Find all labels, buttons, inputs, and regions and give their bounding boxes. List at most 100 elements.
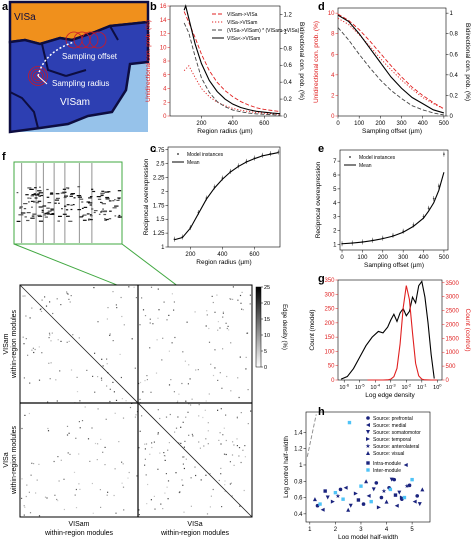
matrix-cell bbox=[186, 321, 188, 323]
marker-circle bbox=[366, 416, 370, 420]
matrix-cell bbox=[78, 483, 80, 485]
matrix-cell bbox=[220, 467, 222, 469]
matrix-cell bbox=[119, 353, 121, 355]
matrix-cell bbox=[225, 322, 227, 324]
matrix-cell bbox=[106, 363, 108, 365]
matrix-cell bbox=[217, 321, 219, 323]
matrix-cell bbox=[66, 292, 68, 294]
matrix-cell bbox=[157, 409, 159, 411]
matrix-cell bbox=[105, 418, 107, 420]
x-tick-label: 200 bbox=[196, 121, 207, 127]
y-right-tick-label: 2000 bbox=[446, 322, 460, 328]
matrix-cell bbox=[225, 453, 227, 456]
y-axis-label: Unidirectional con. prob. (%) bbox=[145, 20, 152, 102]
matrix-cell bbox=[53, 460, 55, 463]
series-line-2 bbox=[337, 27, 444, 116]
matrix-cell bbox=[233, 444, 235, 446]
inset-cell bbox=[65, 209, 69, 211]
marker-square bbox=[356, 498, 361, 502]
marker-triangle-up bbox=[366, 451, 370, 455]
matrix-cell bbox=[121, 398, 123, 400]
inset-cell bbox=[82, 214, 87, 216]
matrix-cell bbox=[195, 369, 197, 371]
marker-square bbox=[402, 495, 407, 500]
inset-cell bbox=[81, 201, 84, 203]
matrix-cell bbox=[205, 438, 207, 440]
matrix-cell bbox=[144, 458, 146, 460]
col-label-right-2: within-region modules bbox=[160, 530, 230, 537]
matrix-cell bbox=[219, 372, 221, 374]
matrix-cell bbox=[209, 506, 211, 508]
inset-cell bbox=[37, 200, 42, 202]
matrix-cell bbox=[66, 434, 69, 436]
matrix-cell bbox=[182, 421, 184, 423]
inset-cell bbox=[105, 218, 109, 221]
chart-h: 1 2 3 4 5 0.4 0.6 0.8 1 1.2 1.4 Log model half-widt… bbox=[283, 411, 431, 539]
y-tick-label: 1 bbox=[161, 245, 165, 251]
matrix-cell bbox=[142, 309, 145, 311]
inset-cell bbox=[27, 197, 30, 199]
matrix-cell bbox=[107, 491, 109, 493]
y-tick-label: 200 bbox=[324, 321, 335, 327]
inset-cell bbox=[70, 193, 74, 195]
inset-col-line bbox=[21, 163, 23, 243]
inset-cell bbox=[93, 211, 96, 214]
matrix-cell bbox=[230, 342, 232, 344]
matrix-cell bbox=[122, 417, 125, 419]
matrix-cell bbox=[204, 409, 206, 411]
inset-cell bbox=[49, 193, 54, 195]
y-right-axis-label: Bidirectional con. prob. (%) bbox=[464, 23, 471, 101]
chart-d: 0 100 200 300 400 500024681000.20.40.60.81Sam… bbox=[313, 7, 471, 135]
matrix-cell bbox=[220, 408, 222, 410]
matrix-cell bbox=[52, 312, 54, 315]
matrix-cell bbox=[57, 500, 59, 502]
matrix-cell bbox=[218, 439, 220, 441]
plot-frame bbox=[305, 411, 431, 523]
marker-triangle-down bbox=[417, 502, 422, 507]
matrix-cell bbox=[242, 449, 244, 451]
matrix-cell bbox=[138, 514, 140, 516]
y-tick-label: 3 bbox=[333, 215, 337, 221]
matrix-cell bbox=[127, 477, 129, 479]
series-line-0 bbox=[183, 11, 281, 112]
inset-cell bbox=[116, 199, 120, 201]
y-right-tick-label: 3000 bbox=[446, 295, 460, 301]
inset-cell bbox=[86, 213, 90, 215]
y-tick-label: 2.5 bbox=[156, 162, 165, 168]
matrix-cell bbox=[224, 490, 226, 492]
matrix-cell bbox=[195, 474, 197, 477]
matrix-cell bbox=[138, 382, 140, 385]
matrix-cell bbox=[205, 474, 207, 476]
matrix-cell bbox=[167, 480, 170, 482]
matrix-cell bbox=[92, 512, 94, 514]
marker-triangle-up bbox=[364, 479, 369, 484]
inset-cell bbox=[102, 211, 107, 213]
matrix-cell bbox=[78, 421, 80, 423]
x-tick-label: 200 bbox=[185, 252, 196, 258]
marker-square bbox=[333, 490, 338, 495]
y-right-tick-label: 0 bbox=[450, 114, 454, 120]
inset-cell bbox=[35, 202, 40, 204]
inset-cell bbox=[16, 220, 21, 222]
matrix-cell bbox=[106, 358, 108, 360]
inset-cell bbox=[33, 193, 36, 195]
y-right-axis-label: Count (control) bbox=[464, 309, 471, 352]
matrix-cell bbox=[232, 286, 234, 288]
matrix-cell bbox=[168, 314, 170, 316]
x-tick-label: 400 bbox=[419, 255, 430, 261]
inset-cell bbox=[108, 218, 112, 220]
matrix-cell bbox=[147, 483, 149, 486]
matrix-cell bbox=[84, 406, 86, 408]
inset-col-line bbox=[42, 163, 44, 243]
plot-frame bbox=[339, 149, 449, 251]
marker-star: ★ bbox=[335, 493, 340, 500]
matrix-cell bbox=[168, 442, 170, 444]
x-axis-label: Log edge density bbox=[365, 392, 415, 399]
matrix-cell bbox=[209, 473, 211, 475]
matrix-cell bbox=[67, 293, 69, 295]
y-tick-label: 1.75 bbox=[153, 203, 165, 209]
matrix-cell bbox=[133, 286, 135, 288]
marker-triangle-down bbox=[348, 503, 353, 508]
row-label-bottom-1: VISa bbox=[3, 452, 10, 467]
matrix-cell bbox=[76, 376, 78, 378]
